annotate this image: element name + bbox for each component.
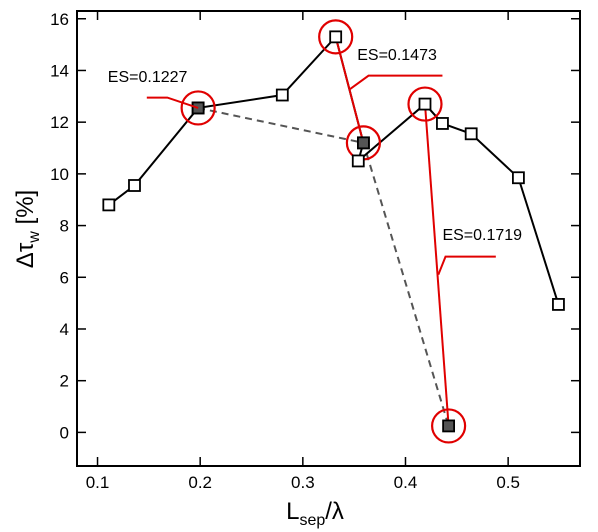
open-square-point: [128, 179, 141, 192]
red-segment: [423, 103, 450, 427]
x-tick-label: 0.5: [496, 473, 520, 492]
y-tick-label: 14: [50, 61, 69, 80]
annotation-leader: [437, 255, 496, 276]
open-square-point: [275, 88, 289, 102]
open-square-point: [464, 127, 478, 141]
x-tick-label: 0.4: [394, 473, 418, 492]
y-tick-label: 4: [60, 320, 69, 339]
open-square-point: [552, 298, 565, 311]
axes: 0.1 0.2 0.3 0.4 0.5 0 2 4 6 8 10 12 14 16: [50, 10, 581, 492]
x-axis-title: Lsep/λ: [286, 498, 344, 529]
open-square-point: [102, 198, 116, 212]
filled-square-point: [442, 419, 456, 433]
annotation-label: ES=0.1227: [108, 69, 188, 86]
y-tick-label: 16: [50, 10, 69, 29]
dashed-series: [197, 106, 450, 427]
open-square-point: [329, 30, 343, 44]
open-square-point: [418, 97, 432, 111]
highlight-circle: [431, 408, 467, 444]
highlight-circle: [180, 90, 216, 126]
open-square-point: [351, 154, 365, 168]
highlight-circle: [318, 19, 354, 55]
y-tick-label: 2: [60, 372, 69, 391]
red-highlights: [180, 19, 467, 444]
annotation-leader: [146, 96, 199, 109]
x-tick-label: 0.3: [291, 473, 315, 492]
y-axis-title: Δτw [%]: [12, 190, 43, 268]
open-square-point: [512, 171, 525, 185]
y-tick-label: 10: [50, 165, 69, 184]
annotation-label: ES=0.1719: [442, 227, 522, 244]
annotation-leader: [348, 74, 443, 91]
open-square-point: [436, 117, 449, 130]
plot-frame: [76, 10, 581, 467]
dashed-series-line: [197, 106, 450, 427]
x-tick-label: 0.2: [188, 473, 212, 492]
x-tick-label: 0.1: [86, 473, 110, 492]
filled-square-point: [357, 136, 370, 150]
highlight-circle: [407, 86, 443, 122]
y-tick-label: 0: [60, 423, 69, 442]
annotation-label: ES=0.1473: [357, 47, 437, 64]
y-tick-label: 12: [50, 113, 69, 132]
y-tick-label: 8: [60, 217, 69, 236]
annotations: ES=0.1227 ES=0.1473 ES=0.1719: [108, 47, 522, 276]
y-tick-label: 6: [60, 268, 69, 287]
